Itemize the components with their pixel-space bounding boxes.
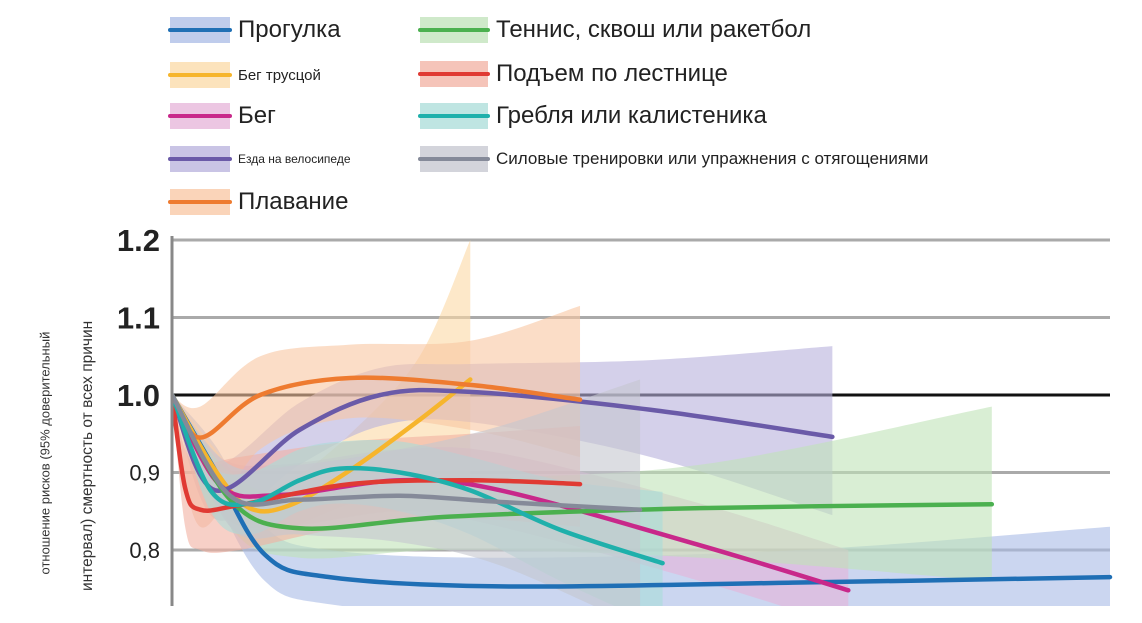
series-line [173,387,835,493]
confidence-band [173,379,641,606]
legend-item: Бег трусцой [168,62,321,88]
legend-swatch [418,17,490,43]
legend-label: Плавание [238,188,349,215]
series-line [173,375,583,440]
y-tick-labels: 1.2 1.1 1.0 0,9 0,8 [117,223,160,563]
series-line [173,392,995,531]
series-lines [173,375,1113,593]
y-axis-title-line-2: интервал) смертность от всех причин [79,320,96,591]
legend-item: Силовые тренировки или упражнения с отяг… [418,146,928,172]
legend-swatch [168,146,232,172]
series-line [173,392,665,566]
legend-item: Прогулка [168,16,341,44]
legend-swatch [168,17,232,43]
y-tick-label: 0,9 [129,461,160,486]
legend-label: Бег трусцой [238,66,321,84]
series-line [173,392,643,512]
legend-item: Подъем по лестнице [418,60,728,88]
legend-label: Езда на велосипеде [238,152,351,166]
legend-label: Подъем по лестнице [496,60,728,87]
legend-item: Гребля или калистеника [418,102,767,130]
series-line [173,377,473,514]
y-tick-label: 1.1 [117,301,160,336]
legend-label: Прогулка [238,16,341,43]
legend-swatch [418,61,490,87]
y-axis-title-line-1: отношение рисков (95% доверительный [37,331,53,575]
legend-label: Гребля или калистеника [496,102,767,129]
legend-item: Теннис, сквош или ракетбол [418,16,811,44]
confidence-band [173,305,581,528]
legend-label: Теннис, сквош или ракетбол [496,16,812,43]
confidence-bands [173,240,1110,606]
legend-swatch [418,146,490,172]
legend-label: Силовые тренировки или упражнения с отяг… [496,149,929,168]
legend-swatch [418,103,490,129]
legend-swatch [168,189,232,215]
y-tick-label: 1.0 [117,378,160,413]
y-tick-label: 0,8 [129,538,160,563]
y-tick-label: 1.2 [117,223,160,258]
legend-swatch [168,103,232,129]
legend-item: Езда на велосипеде [168,146,351,172]
legend-swatch [168,62,232,88]
legend-label: Бег [238,102,276,129]
legend-item: Плавание [168,188,348,216]
legend-item: Бег [168,102,276,130]
